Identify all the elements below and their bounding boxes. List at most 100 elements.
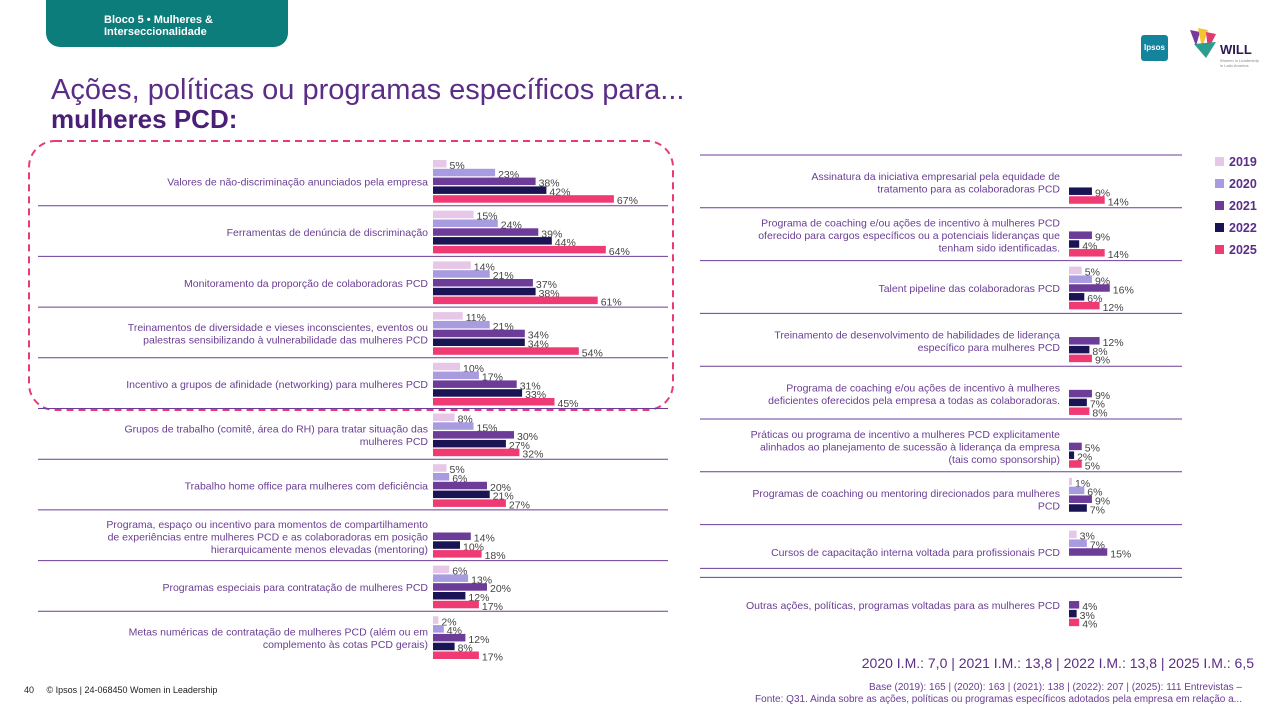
bar-2019: [433, 616, 439, 624]
category-label: Programa de coaching e/ou ações de incen…: [786, 382, 1060, 394]
bar-2022: [1069, 240, 1080, 248]
category-label: Incentivo a grupos de afinidade (network…: [126, 379, 428, 391]
bar-2025: [1069, 354, 1092, 363]
category-label: Grupos de trabalho (comitê, área do RH) …: [125, 424, 429, 436]
bar-2022: [433, 338, 525, 346]
category-label: Valores de não-discriminação anunciados …: [167, 176, 428, 188]
bar-2022: [433, 186, 547, 194]
category-label: mulheres PCD: [360, 436, 429, 448]
data-label: 17%: [482, 601, 503, 613]
category-label: hierarquicamente menos elevadas (mentori…: [211, 544, 428, 556]
legend-label: 2020: [1229, 177, 1257, 191]
section-tab-line2: Interseccionalidade: [104, 26, 207, 38]
bar-2022: [433, 439, 506, 448]
bar-2025: [433, 398, 555, 406]
data-label: 34%: [528, 330, 549, 342]
bar-2019: [433, 565, 450, 574]
data-label: 9%: [1095, 495, 1110, 507]
bar-2021: [1069, 548, 1108, 556]
category-label: deficientes oferecidos pela empresa a to…: [768, 395, 1060, 407]
bar-2021: [433, 431, 514, 439]
bar-2022: [1069, 398, 1087, 407]
bar-2019: [433, 362, 460, 371]
source-note: Fonte: Q31. Ainda sobre as ações, políti…: [755, 694, 1242, 705]
will-hands-icon: [1190, 28, 1216, 58]
data-label: 7%: [1090, 399, 1105, 411]
category-label: alinhados ao planejamento de sucessão à …: [760, 441, 1060, 453]
bar-2025: [1069, 460, 1082, 468]
bar-2020: [433, 625, 444, 633]
bar-2025: [433, 245, 606, 254]
category-label: Cursos de capacitação interna voltada pa…: [771, 547, 1060, 559]
category-label: específico para mulheres PCD: [918, 342, 1061, 354]
bar-2022: [1069, 187, 1092, 195]
bar-2025: [433, 651, 479, 659]
data-label: 4%: [1082, 601, 1097, 613]
data-label: 20%: [490, 482, 511, 494]
bar-2021: [433, 380, 517, 388]
bar-2025: [1069, 196, 1105, 204]
data-label: 14%: [1108, 249, 1129, 261]
category-label: Treinamentos de diversidade e vieses inc…: [128, 322, 428, 334]
ipsos-logo: Ipsos: [1141, 35, 1168, 61]
bar-2022: [1069, 504, 1087, 512]
data-label: 16%: [1113, 284, 1134, 296]
legend-swatch-2020: [1215, 179, 1224, 188]
legend-swatch-2021: [1215, 201, 1224, 210]
data-label: 5%: [1085, 460, 1100, 472]
data-label: 8%: [1092, 346, 1107, 358]
data-label: 3%: [1080, 610, 1095, 622]
category-label: Treinamento de desenvolvimento de habili…: [774, 330, 1060, 342]
category-label: Programa de coaching e/ou ações de incen…: [761, 218, 1060, 230]
bar-2020: [433, 219, 498, 227]
bar-2025: [433, 347, 579, 355]
bar-2019: [1069, 477, 1072, 486]
bar-2021: [1069, 337, 1100, 345]
category-label: Assinatura da iniciativa empresarial pel…: [811, 171, 1060, 183]
bar-2020: [433, 320, 490, 329]
bar-2021: [433, 177, 536, 186]
legend-swatch-2019: [1215, 157, 1224, 166]
bar-2022: [433, 490, 490, 499]
base-note: Base (2019): 165 | (2020): 163 | (2021):…: [868, 682, 1242, 693]
bar-2020: [433, 168, 496, 177]
category-label: tenham sido identificadas.: [939, 243, 1060, 255]
bar-2020: [1069, 275, 1092, 283]
data-label: 4%: [1082, 619, 1097, 631]
category-label: (tais como sponsorship): [949, 454, 1060, 466]
bar-2022: [433, 642, 455, 651]
bar-2019: [433, 160, 447, 168]
bar-2021: [433, 481, 487, 490]
copyright: © Ipsos | 24-068450 Women in Leadership: [46, 685, 218, 695]
data-label: 12%: [1103, 337, 1124, 349]
bar-2025: [433, 296, 598, 305]
bar-2025: [433, 499, 506, 507]
bar-2025: [433, 600, 479, 609]
bar-2022: [1069, 293, 1085, 301]
bar-2020: [433, 270, 490, 278]
bar-2022: [1069, 451, 1075, 459]
data-label: 20%: [490, 583, 511, 595]
bar-2020: [433, 371, 479, 380]
category-label: oferecido para cargos específicos ou a p…: [758, 230, 1060, 242]
data-label: 61%: [601, 297, 622, 309]
bar-2025: [433, 195, 614, 203]
data-label: 54%: [582, 347, 603, 359]
data-label: 18%: [485, 550, 506, 562]
section-tab: Bloco 5 • Mulheres & Interseccionalidade: [46, 0, 288, 47]
bar-2021: [433, 633, 466, 642]
bar-2021: [1069, 389, 1092, 398]
bar-2021: [433, 329, 525, 338]
category-label: Outras ações, políticas, programas volta…: [746, 600, 1060, 612]
data-label: 7%: [1090, 504, 1105, 516]
bar-2022: [433, 389, 523, 397]
will-logo-text: WILL: [1220, 42, 1252, 57]
bar-2019: [433, 413, 455, 421]
bar-2021: [433, 583, 487, 591]
data-label: 37%: [536, 279, 557, 291]
bar-2025: [433, 448, 520, 457]
data-label: 9%: [1095, 390, 1110, 402]
bar-2019: [1069, 530, 1077, 539]
bar-2019: [433, 261, 471, 269]
